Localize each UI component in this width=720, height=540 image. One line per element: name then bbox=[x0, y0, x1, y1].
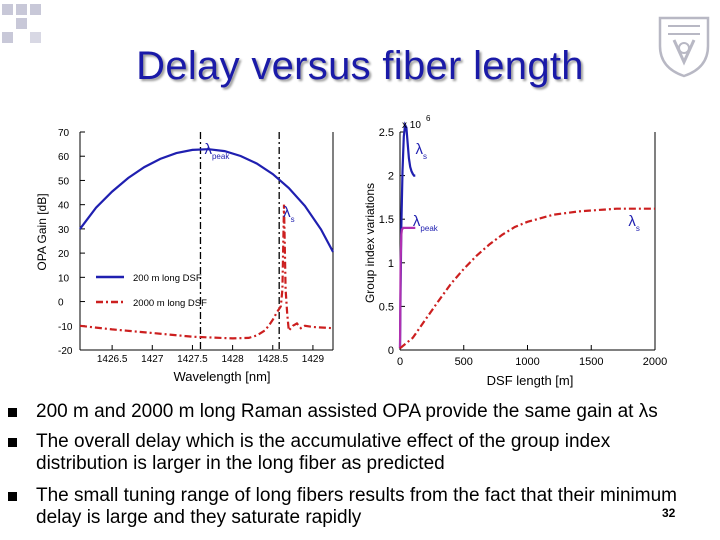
y-tick-label: 70 bbox=[58, 128, 70, 139]
y-tick-label: 50 bbox=[58, 176, 70, 187]
series-line bbox=[399, 207, 655, 350]
bullet-text: 200 m and 2000 m long Raman assisted OPA… bbox=[36, 401, 658, 422]
lambda-annotation: λs bbox=[415, 141, 427, 161]
y-tick-label: 30 bbox=[58, 225, 70, 236]
legend-label: 2000 m long DSF bbox=[133, 298, 207, 309]
bullet-text-continued: delay is large and they saturate rapidly bbox=[36, 507, 362, 528]
series-line bbox=[398, 121, 416, 349]
lambda-annotation: λs bbox=[628, 213, 640, 233]
bullet-item: The small tuning range of long fibers re… bbox=[0, 484, 720, 530]
x-tick-label: 1428.5 bbox=[257, 354, 288, 365]
lambda-annotation: λpeak bbox=[413, 213, 439, 233]
square-bullet-icon bbox=[8, 438, 17, 447]
series-line bbox=[79, 204, 334, 340]
series-line bbox=[79, 148, 334, 253]
bullet-item: 200 m and 2000 m long Raman assisted OPA… bbox=[0, 400, 720, 428]
page-number: 32 bbox=[662, 506, 676, 520]
gain-chart: 70 60 50 40 30 20 10 0 -10 -20 1426.5 1427 1427.5 142… bbox=[35, 128, 334, 384]
y-tick-label: -20 bbox=[58, 346, 73, 357]
y-tick-label: 60 bbox=[58, 152, 70, 163]
x-tick-label: 1000 bbox=[515, 356, 539, 368]
x-axis-label: DSF length [m] bbox=[487, 373, 574, 388]
y-axis-label: Group index variations bbox=[363, 183, 377, 303]
group-index-chart: 2.5 2 1.5 1 0.5 00 500 1000 1500 2000 DSF length [… bbox=[363, 114, 667, 388]
exponent-power: 6 bbox=[426, 114, 431, 123]
square-bullet-icon bbox=[8, 492, 17, 501]
x-tick-label: 500 bbox=[455, 356, 473, 368]
x-tick-label: 1426.5 bbox=[97, 354, 128, 365]
y-tick-label: 1.5 bbox=[379, 214, 394, 226]
technion-emblem-icon bbox=[658, 16, 710, 78]
y-tick-label: 0 bbox=[58, 298, 64, 309]
bullet-text: The overall delay which is the accumulat… bbox=[36, 431, 611, 452]
y-tick-label: 40 bbox=[58, 201, 70, 212]
bullet-text-continued: distribution is larger in the long fiber… bbox=[36, 453, 445, 474]
slide-title: Delay versus fiber length bbox=[136, 44, 584, 88]
bullet-text: The small tuning range of long fibers re… bbox=[36, 485, 677, 506]
x-axis-label: Wavelength [nm] bbox=[173, 369, 270, 384]
bullet-item: The overall delay which is the accumulat… bbox=[0, 430, 720, 476]
exponent-label: x 10 bbox=[402, 120, 421, 131]
lambda-annotation: λs bbox=[283, 204, 295, 224]
square-bullet-icon bbox=[8, 408, 17, 417]
corner-squares-decoration bbox=[2, 4, 41, 43]
y-tick-label: 10 bbox=[58, 273, 70, 284]
y-axis-label: OPA Gain [dB] bbox=[35, 193, 49, 270]
x-tick-label: 1427 bbox=[141, 354, 164, 365]
legend-label: 200 m long DSF bbox=[133, 273, 202, 284]
y-tick-label: 20 bbox=[58, 249, 70, 260]
y-tick-label: 0.5 bbox=[379, 301, 394, 313]
y-tick-label: 0 bbox=[388, 345, 394, 357]
series-line bbox=[398, 226, 416, 349]
x-tick-label: 2000 bbox=[643, 356, 667, 368]
x-tick-label: 1429 bbox=[302, 354, 325, 365]
y-tick-label: -10 bbox=[58, 322, 73, 333]
y-tick-label: 2.5 bbox=[379, 127, 394, 139]
x-tick-label: 0 bbox=[397, 356, 403, 368]
y-tick-label: 1 bbox=[388, 258, 394, 270]
x-tick-label: 1500 bbox=[579, 356, 603, 368]
x-tick-label: 1428 bbox=[221, 354, 244, 365]
y-tick-label: 2 bbox=[388, 171, 394, 183]
legend: 200 m long DSF 2000 m long DSF bbox=[96, 273, 207, 309]
x-tick-label: 1427.5 bbox=[177, 354, 208, 365]
